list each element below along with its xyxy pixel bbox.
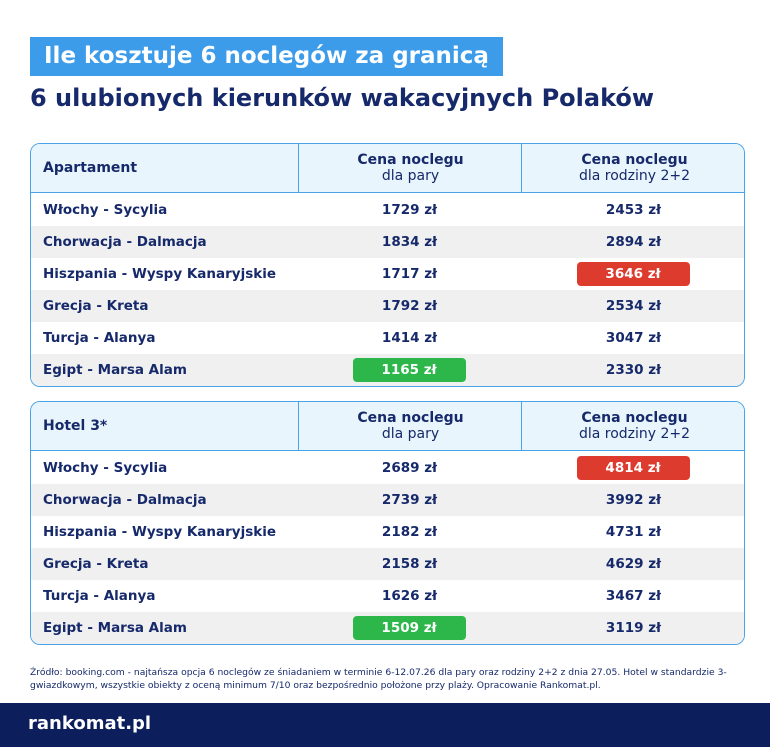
table-cell: 1834 zł xyxy=(298,226,521,258)
price: 3467 zł xyxy=(605,588,662,604)
price: 3047 zł xyxy=(605,330,662,346)
table-row: Chorwacja - Dalmacja 1834 zł 2894 zł xyxy=(31,226,744,258)
table-row: Turcja - Alanya 1414 zł 3047 zł xyxy=(31,322,744,354)
table-cell: 3467 zł xyxy=(521,580,744,612)
footnote: Źródło: booking.com - najtańsza opcja 6 … xyxy=(30,667,727,691)
price: 3119 zł xyxy=(605,620,662,636)
table-row: Grecja - Kreta 2158 zł 4629 zł xyxy=(31,548,744,580)
column-subtitle: dla pary xyxy=(381,426,440,442)
column-title: Hotel 3* xyxy=(43,418,108,434)
highlighted-price: 1509 zł xyxy=(352,616,466,640)
column-title: Apartament xyxy=(43,160,138,176)
price: 4731 zł xyxy=(605,524,662,540)
column-header: Apartament xyxy=(31,144,310,193)
price: 2453 zł xyxy=(605,202,662,218)
row-label: Egipt - Marsa Alam xyxy=(43,362,187,378)
table-cell: 1729 zł xyxy=(298,194,521,226)
logo: rankomat.pl xyxy=(28,713,152,734)
table-cell: 2453 zł xyxy=(521,194,744,226)
price: 1729 zł xyxy=(381,202,438,218)
table-cell: 2330 zł xyxy=(521,354,744,386)
row-label: Turcja - Alanya xyxy=(43,588,156,604)
row-label: Turcja - Alanya xyxy=(43,330,156,346)
column-title: Cena noclegu xyxy=(357,410,464,426)
price: 4629 zł xyxy=(605,556,662,572)
table-cell: 1165 zł xyxy=(298,354,521,386)
price: 2689 zł xyxy=(381,460,438,476)
price: 1414 zł xyxy=(381,330,438,346)
column-title: Cena noclegu xyxy=(581,410,688,426)
table-row: Grecja - Kreta 1792 zł 2534 zł xyxy=(31,290,744,322)
column-title: Cena noclegu xyxy=(581,152,688,168)
column-subtitle: dla rodziny 2+2 xyxy=(578,426,691,442)
row-label: Chorwacja - Dalmacja xyxy=(43,234,207,250)
table-cell: 2894 zł xyxy=(521,226,744,258)
table-cell: 2182 zł xyxy=(298,516,521,548)
price: 1717 zł xyxy=(381,266,438,282)
row-label: Włochy - Sycylia xyxy=(43,460,168,476)
table-cell: 3047 zł xyxy=(521,322,744,354)
price: 2330 zł xyxy=(605,362,662,378)
column-header: Hotel 3* xyxy=(31,402,310,451)
table-row: Egipt - Marsa Alam 1165 zł 2330 zł xyxy=(31,354,744,386)
price: 1626 zł xyxy=(381,588,438,604)
table-cell: 1414 zł xyxy=(298,322,521,354)
column-subtitle: dla rodziny 2+2 xyxy=(578,168,691,184)
row-label: Grecja - Kreta xyxy=(43,298,149,314)
table-row: Hiszpania - Wyspy Kanaryjskie 1717 zł 3646… xyxy=(31,258,744,290)
row-label: Grecja - Kreta xyxy=(43,556,149,572)
column-header: Cena noclegu dla pary xyxy=(298,144,522,193)
highlighted-price: 3646 zł xyxy=(576,262,690,286)
table-row: Hiszpania - Wyspy Kanaryjskie 2182 zł 4731… xyxy=(31,516,744,548)
table-cell: 4814 zł xyxy=(521,452,744,484)
table-cell: 3119 zł xyxy=(521,612,744,644)
table-cell: 4629 zł xyxy=(521,548,744,580)
table-cell: 2534 zł xyxy=(521,290,744,322)
price: 2158 zł xyxy=(381,556,438,572)
column-title: Cena noclegu xyxy=(357,152,464,168)
title: Ile kosztuje 6 noclegów za granicą xyxy=(30,37,503,76)
row-label: Hiszpania - Wyspy Kanaryjskie xyxy=(43,266,277,282)
table-cell: 2739 zł xyxy=(298,484,521,516)
row-label: Egipt - Marsa Alam xyxy=(43,620,187,636)
table-row: Chorwacja - Dalmacja 2739 zł 3992 zł xyxy=(31,484,744,516)
price: 1834 zł xyxy=(381,234,438,250)
table-cell: 2158 zł xyxy=(298,548,521,580)
row-label: Chorwacja - Dalmacja xyxy=(43,492,207,508)
table-row: Włochy - Sycylia 1729 zł 2453 zł xyxy=(31,194,744,226)
row-label: Hiszpania - Wyspy Kanaryjskie xyxy=(43,524,277,540)
table-row: Egipt - Marsa Alam 1509 zł 3119 zł xyxy=(31,612,744,644)
price: 2894 zł xyxy=(605,234,662,250)
price: 1792 zł xyxy=(381,298,438,314)
highlighted-price: 4814 zł xyxy=(576,456,690,480)
table-cell: 1717 zł xyxy=(298,258,521,290)
table-row: Włochy - Sycylia 2689 zł 4814 zł xyxy=(31,452,744,484)
table-cell: 1792 zł xyxy=(298,290,521,322)
price: 2534 zł xyxy=(605,298,662,314)
table-row: Turcja - Alanya 1626 zł 3467 zł xyxy=(31,580,744,612)
table-cell: 2689 zł xyxy=(298,452,521,484)
column-header: Cena noclegu dla rodziny 2+2 xyxy=(521,402,744,451)
subtitle: 6 ulubionych kierunków wakacyjnych Polak… xyxy=(30,84,655,112)
table-cell: 1626 zł xyxy=(298,580,521,612)
row-label: Włochy - Sycylia xyxy=(43,202,168,218)
price: 3992 zł xyxy=(605,492,662,508)
footer-bar xyxy=(0,703,770,747)
price: 2182 zł xyxy=(381,524,438,540)
column-header: Cena noclegu dla pary xyxy=(298,402,522,451)
table-cell: 1509 zł xyxy=(298,612,521,644)
price: 2739 zł xyxy=(381,492,438,508)
table-cell: 3646 zł xyxy=(521,258,744,290)
table-cell: 4731 zł xyxy=(521,516,744,548)
table: Apartament Cena noclegu dla pary Cena nocle… xyxy=(30,143,745,387)
table-cell: 3992 zł xyxy=(521,484,744,516)
column-header: Cena noclegu dla rodziny 2+2 xyxy=(521,144,744,193)
highlighted-price: 1165 zł xyxy=(352,358,466,382)
column-subtitle: dla pary xyxy=(381,168,440,184)
table: Hotel 3* Cena noclegu dla pary Cena noclegu… xyxy=(30,401,745,645)
